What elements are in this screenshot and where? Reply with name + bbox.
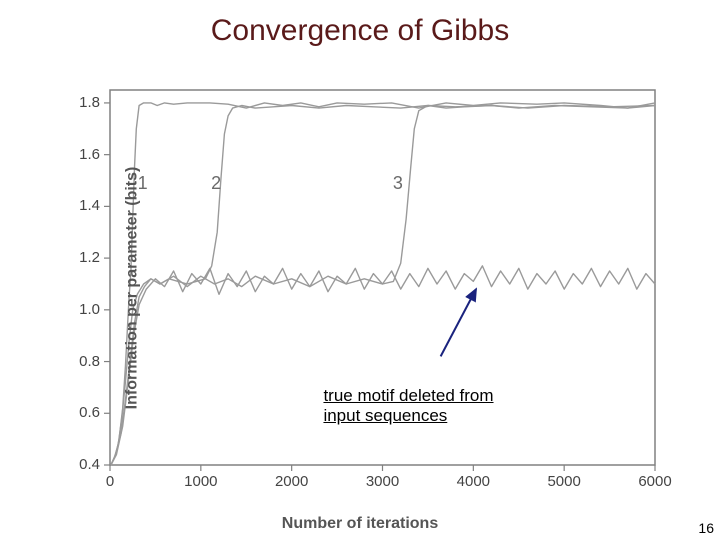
y-axis-label: Information per parameter (bits) — [123, 166, 141, 409]
y-tick-label: 1.2 — [79, 249, 100, 266]
x-tick-label: 6000 — [637, 473, 673, 490]
series-label: 1 — [138, 173, 148, 194]
x-tick-label: 5000 — [546, 473, 582, 490]
y-tick-label: 1.6 — [79, 146, 100, 163]
y-tick-label: 0.8 — [79, 353, 100, 370]
chart-area: Information per parameter (bits) Number … — [55, 80, 665, 495]
x-tick-label: 2000 — [274, 473, 310, 490]
convergence-chart — [55, 80, 665, 495]
y-tick-label: 0.6 — [79, 404, 100, 421]
x-tick-label: 0 — [92, 473, 128, 490]
series-label: 2 — [211, 173, 221, 194]
page-title: Convergence of Gibbs — [0, 14, 720, 48]
y-tick-label: 1.8 — [79, 94, 100, 111]
title-text: Convergence of Gibbs — [211, 14, 510, 47]
x-tick-label: 4000 — [455, 473, 491, 490]
page-number: 16 — [698, 520, 714, 536]
x-tick-label: 1000 — [183, 473, 219, 490]
x-axis-label: Number of iterations — [55, 515, 665, 533]
y-tick-label: 1.0 — [79, 301, 100, 318]
x-tick-label: 3000 — [365, 473, 401, 490]
annotation-text: true motif deleted frominput sequences — [323, 386, 493, 427]
y-tick-label: 1.4 — [79, 197, 100, 214]
series-label: 3 — [393, 173, 403, 194]
y-tick-label: 0.4 — [79, 456, 100, 473]
